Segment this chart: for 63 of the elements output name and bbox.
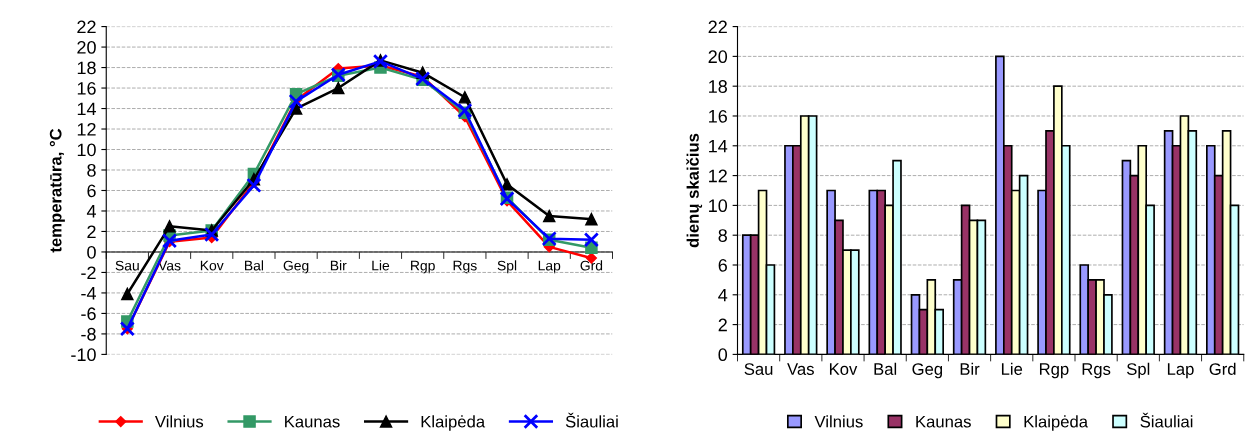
x-tick-label: Grd <box>580 260 603 271</box>
y-tick-label: 6 <box>87 184 96 198</box>
y-tick-label: 0 <box>718 348 728 362</box>
y-tick-label: 12 <box>77 122 96 136</box>
legend-label: Kaunas <box>285 415 340 428</box>
y-tick-label: 22 <box>77 20 96 34</box>
x-tick-label: Sau <box>115 260 139 271</box>
x-tick-label: Sau <box>744 363 773 375</box>
x-tick-label: Vas <box>787 363 814 375</box>
y-tick-label: -4 <box>81 287 96 300</box>
x-tick-label: Bal <box>245 260 264 271</box>
x-tick-label: Lie <box>1001 362 1023 375</box>
x-tick-label: Spl <box>497 260 517 274</box>
legend-label: Klaipėda <box>421 415 486 431</box>
x-tick-label: Lie <box>372 260 390 271</box>
y-tick-label: -8 <box>81 327 96 341</box>
x-tick-label: Kov <box>200 260 224 271</box>
y-tick-label: 20 <box>708 50 728 64</box>
legend-label: Šiauliai <box>1140 412 1193 428</box>
legend-label: Klaipėda <box>1024 415 1089 431</box>
x-tick-label: Bir <box>330 260 347 271</box>
y-tick-label: -2 <box>81 266 96 279</box>
y-tick-label: 10 <box>77 143 96 157</box>
y-tick-label: 16 <box>77 81 96 95</box>
y-tick-label: 8 <box>87 163 96 177</box>
y-tick-label: 18 <box>709 80 727 93</box>
x-tick-label: Bal <box>874 362 897 375</box>
y-tick-label: 22 <box>708 20 727 34</box>
y-tick-label: 4 <box>86 205 96 218</box>
x-tick-label: Geg <box>283 260 309 274</box>
x-tick-label: Rgp <box>411 260 435 274</box>
x-tick-label: Rgs <box>1082 363 1111 379</box>
x-tick-label: Kov <box>829 363 858 375</box>
legend-label: Kaunas <box>916 415 971 428</box>
x-tick-label: Geg <box>912 363 943 379</box>
x-tick-label: Grd <box>1209 362 1236 375</box>
y-tick-label: -10 <box>71 348 96 362</box>
y-tick-label: 2 <box>87 225 96 239</box>
legend-label: Šiauliai <box>565 412 618 428</box>
x-tick-label: Lap <box>1167 363 1194 379</box>
y-tick-label: 8 <box>718 229 727 242</box>
y-tick-label: 18 <box>77 61 96 75</box>
y-tick-label: 10 <box>709 199 728 213</box>
y-tick-label: 0 <box>87 245 96 259</box>
y-axis-title: temperatūra, °C <box>49 128 65 253</box>
x-tick-label: Rgs <box>453 260 477 274</box>
y-tick-label: 16 <box>709 109 727 123</box>
x-tick-label: Rgp <box>1039 363 1069 379</box>
y-tick-label: 14 <box>709 139 728 153</box>
y-tick-label: 20 <box>77 41 96 54</box>
x-tick-label: Vas <box>158 260 181 271</box>
legend-label: Vilnius <box>814 415 863 428</box>
y-tick-label: 14 <box>77 102 96 116</box>
x-tick-label: Bir <box>960 362 980 375</box>
y-tick-label: 2 <box>718 318 727 332</box>
y-tick-label: 12 <box>709 169 727 183</box>
x-tick-label: Spl <box>1126 362 1150 379</box>
y-axis-title: dienų skaičius <box>686 133 703 248</box>
y-tick-label: 4 <box>718 288 728 302</box>
legend-label: Vilnius <box>154 415 204 428</box>
y-tick-label: -6 <box>81 307 96 321</box>
y-tick-label: 6 <box>718 258 727 272</box>
x-tick-label: Lap <box>538 260 561 274</box>
